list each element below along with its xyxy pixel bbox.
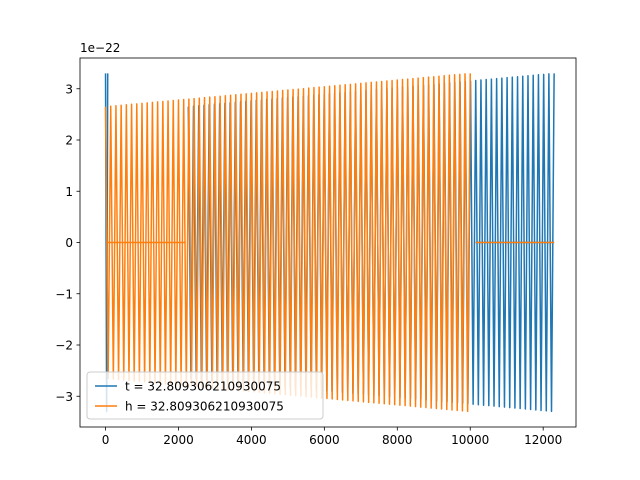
legend: t = 32.809306210930075 h = 32.80930621093…	[86, 371, 324, 420]
y-tick-label: 1	[65, 185, 73, 199]
y-tick-label: −1	[55, 287, 73, 301]
x-tick-label: 8000	[382, 433, 413, 447]
x-tick-label: 0	[102, 433, 110, 447]
legend-box	[86, 371, 324, 420]
y-tick-label: 0	[65, 236, 73, 250]
x-tick-label: 2000	[163, 433, 194, 447]
y-axis: −3 −2 −1 0 1 2 3	[55, 82, 80, 404]
y-tick-label: 3	[65, 82, 73, 96]
y-tick-label: −3	[55, 390, 73, 404]
y-tick-label: −2	[55, 339, 73, 353]
series-2	[104, 73, 555, 413]
x-axis: 0 2000 4000 6000 8000 10000 12000	[102, 427, 562, 447]
x-tick-label: 6000	[309, 433, 340, 447]
x-tick-label: 4000	[236, 433, 267, 447]
y-tick-label: 2	[65, 134, 73, 148]
x-tick-label: 12000	[524, 433, 562, 447]
x-tick-label: 10000	[451, 433, 489, 447]
plot-area	[104, 73, 555, 413]
legend-label-2: h = 32.809306210930075	[125, 400, 284, 414]
series-2-line-segment-1	[104, 73, 471, 413]
y-offset-text: 1e−22	[80, 41, 120, 55]
series-layer	[104, 73, 555, 413]
legend-label-1: t = 32.809306210930075	[125, 380, 281, 394]
